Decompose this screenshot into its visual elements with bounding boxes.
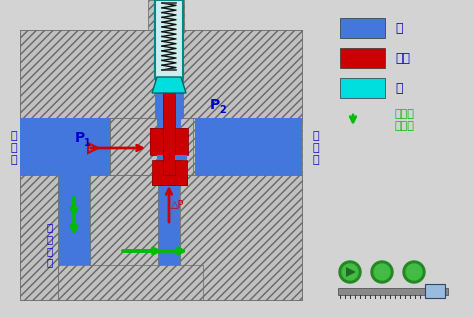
Text: 油: 油 [395, 22, 402, 35]
Bar [340, 48, 385, 68]
Bar [183, 30, 302, 118]
Text: △P: △P [171, 200, 185, 210]
Bar [163, 93, 175, 175]
Circle shape [406, 264, 422, 280]
Bar [110, 118, 155, 175]
Circle shape [342, 264, 358, 280]
Bar [155, 75, 183, 143]
Bar [158, 175, 180, 240]
Circle shape [374, 264, 390, 280]
Bar [165, 118, 195, 175]
Text: 活塞: 活塞 [395, 51, 410, 64]
Text: 出
油
口: 出 油 口 [313, 132, 319, 165]
Bar [20, 30, 155, 118]
Polygon shape [152, 77, 186, 93]
Text: 2: 2 [219, 105, 226, 115]
Bar [175, 93, 181, 128]
Circle shape [339, 261, 361, 283]
Polygon shape [152, 77, 186, 93]
Polygon shape [165, 118, 302, 175]
Text: 进
油
口: 进 油 口 [11, 132, 18, 165]
Bar [340, 78, 385, 98]
Bar [150, 128, 188, 155]
Text: 1: 1 [84, 138, 91, 148]
Bar [20, 175, 302, 300]
Text: 阀: 阀 [395, 81, 402, 94]
Polygon shape [20, 118, 140, 175]
Bar [150, 128, 188, 155]
Bar [58, 265, 203, 300]
Bar [20, 30, 155, 120]
Bar [175, 155, 187, 160]
Bar [152, 160, 187, 185]
Bar [157, 75, 181, 130]
Bar [180, 175, 302, 300]
Bar [90, 175, 158, 300]
Bar [195, 118, 302, 175]
Bar [150, 128, 188, 155]
Bar [195, 118, 302, 175]
Bar [163, 93, 175, 175]
Bar [20, 175, 58, 300]
Bar [157, 118, 181, 175]
Text: P: P [75, 131, 85, 145]
Bar [20, 118, 110, 175]
Bar [165, 118, 193, 175]
Bar [183, 30, 302, 120]
Circle shape [403, 261, 425, 283]
Bar [20, 30, 302, 300]
Bar [58, 175, 90, 245]
Bar [163, 93, 175, 128]
Bar [148, 0, 184, 80]
Polygon shape [346, 267, 356, 277]
Text: 控
制
油
路: 控 制 油 路 [47, 223, 53, 268]
Bar [340, 18, 385, 38]
Bar [157, 155, 163, 160]
Bar [20, 118, 110, 175]
Bar [425, 284, 445, 298]
Bar [157, 93, 163, 128]
Bar [155, 0, 183, 78]
Bar [58, 235, 203, 265]
Bar [157, 155, 181, 160]
Circle shape [371, 261, 393, 283]
Bar [338, 288, 448, 295]
Bar [152, 160, 187, 185]
Text: 液体流
动方向: 液体流 动方向 [395, 109, 415, 131]
Text: P: P [210, 98, 220, 112]
Bar [110, 118, 157, 175]
Bar [155, 0, 183, 78]
